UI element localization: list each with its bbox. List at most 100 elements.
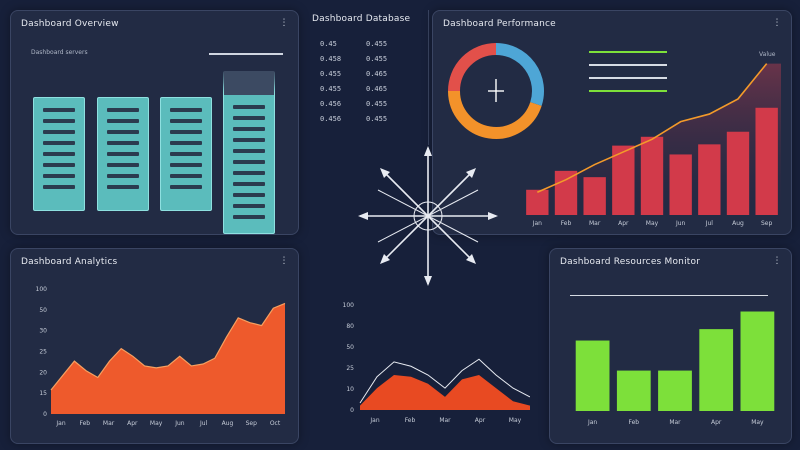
analytics-panel: Dashboard Analytics ⋮ 100 50 30 25 20 15 0 Jan F… (10, 248, 299, 444)
server-slot (170, 141, 202, 145)
bar (575, 340, 610, 411)
bar (669, 154, 692, 215)
server-slot (233, 149, 265, 153)
y-tick-label: 15 (39, 390, 47, 397)
x-tick-label: Apr (127, 420, 138, 427)
server-slot (170, 174, 202, 178)
x-tick-label: Apr (475, 417, 486, 424)
bar (612, 145, 635, 215)
more-icon[interactable]: ⋮ (279, 256, 289, 266)
y-tick-label: 0 (43, 411, 47, 418)
db-value: 0.455 (320, 70, 342, 78)
server-slot (170, 185, 202, 189)
server-slot (233, 138, 265, 142)
server-slot (43, 141, 75, 145)
servers-panel-title: Dashboard Overview (21, 19, 119, 29)
x-tick-label: Feb (561, 220, 572, 227)
x-tick-label: Jan (532, 220, 542, 227)
server-slot (170, 108, 202, 112)
server-slot (43, 108, 75, 112)
server-slot (233, 193, 265, 197)
x-tick-label: Aug (732, 220, 744, 227)
database-panel: Dashboard Database 0.45 0.455 0.458 0.455 0.… (306, 10, 424, 135)
server-slot (43, 185, 75, 189)
db-value: 0.45 (320, 40, 337, 48)
legend-label: Value (759, 51, 776, 58)
server-slot (107, 174, 139, 178)
more-icon[interactable]: ⋮ (279, 18, 289, 28)
server-slot (170, 163, 202, 167)
x-tick-label: Mar (439, 417, 451, 424)
server-slot (43, 119, 75, 123)
ring-segment (448, 90, 542, 139)
server-slot (43, 130, 75, 134)
server-slot (107, 130, 139, 134)
db-value: 0.456 (320, 115, 342, 123)
x-tick-label: May (150, 420, 163, 427)
server-slot (233, 160, 265, 164)
x-tick-label: Apr (618, 220, 629, 227)
server-rack (223, 71, 275, 234)
y-tick-label: 100 (343, 302, 355, 309)
divider (428, 10, 429, 145)
analytics-panel-title: Dashboard Analytics (21, 257, 118, 267)
bar (658, 370, 692, 411)
trend-line (537, 63, 768, 194)
x-tick-label: May (509, 417, 522, 424)
x-tick-label: Jan (55, 420, 65, 427)
db-value: 0.455 (366, 100, 388, 108)
area-fill (51, 303, 285, 414)
server-slot (107, 119, 139, 123)
x-tick-label: Apr (711, 419, 722, 426)
x-tick-label: Mar (589, 220, 601, 227)
more-icon[interactable]: ⋮ (772, 18, 782, 28)
x-tick-label: Sep (761, 220, 773, 227)
bar (583, 177, 606, 215)
more-icon[interactable]: ⋮ (772, 256, 782, 266)
database-panel-title: Dashboard Database (312, 14, 411, 24)
x-tick-label: Jul (199, 420, 208, 427)
resources-range-line (570, 295, 768, 296)
bar (616, 370, 651, 411)
server-slot (233, 215, 265, 219)
y-tick-label: 30 (39, 328, 47, 335)
y-tick-label: 25 (346, 365, 354, 372)
x-tick-label: Mar (669, 419, 681, 426)
x-tick-label: Sep (246, 420, 258, 427)
y-tick-label: 100 (36, 286, 48, 293)
x-tick-label: Oct (270, 420, 281, 427)
server-rack (33, 97, 85, 211)
bar (554, 170, 578, 215)
ring-segment (495, 43, 544, 106)
progress-line (589, 77, 667, 79)
compass-icon (358, 146, 498, 286)
x-tick-label: Jun (675, 220, 686, 227)
bar (699, 329, 734, 411)
db-value: 0.458 (320, 55, 342, 63)
server-slot (107, 108, 139, 112)
x-tick-label: Jan (369, 417, 379, 424)
db-value: 0.455 (320, 85, 342, 93)
server-slot (43, 163, 75, 167)
server-slot (233, 171, 265, 175)
db-value: 0.456 (320, 100, 342, 108)
resources-panel: Dashboard Resources Monitor ⋮ Jan Feb Mar A… (549, 248, 792, 444)
y-tick-label: 20 (39, 369, 47, 376)
server-slot (233, 116, 265, 120)
server-slot (107, 185, 139, 189)
y-tick-label: 10 (346, 386, 354, 393)
resources-chart: Jan Feb Mar Apr May (575, 311, 775, 426)
donut-chart (448, 43, 544, 139)
y-tick-label: 50 (39, 307, 47, 314)
bar (726, 131, 750, 215)
server-slot (233, 127, 265, 131)
server-rack (97, 97, 149, 211)
x-tick-label: Feb (628, 419, 639, 426)
x-tick-label: Feb (405, 417, 416, 424)
server-slot (43, 152, 75, 156)
x-tick-label: Jan (587, 419, 597, 426)
y-tick-label: 80 (346, 323, 354, 330)
server-slot (170, 152, 202, 156)
mini-area (360, 375, 530, 410)
server-slot (107, 152, 139, 156)
